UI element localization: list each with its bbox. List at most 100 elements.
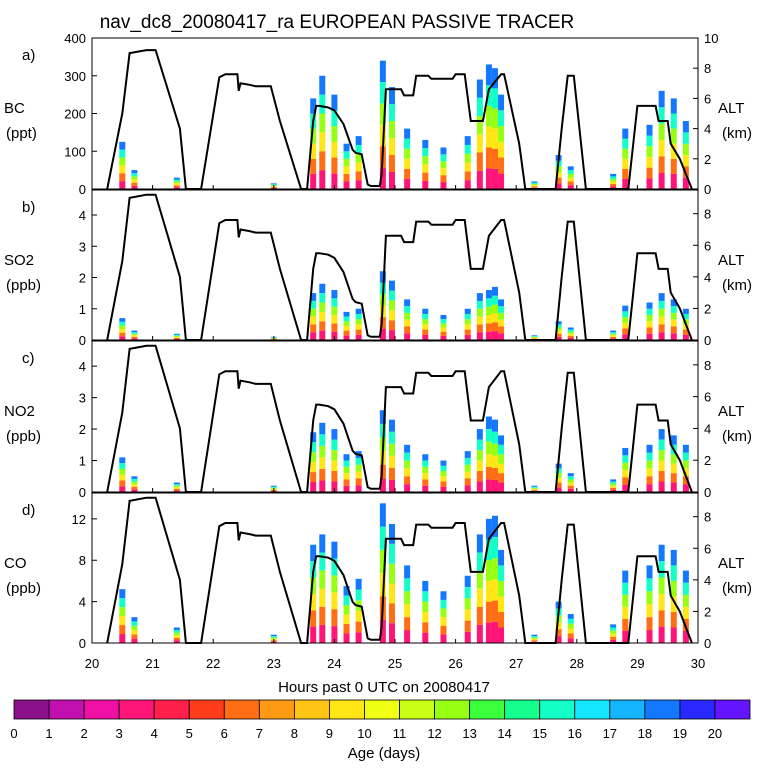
tracer-band [119, 486, 126, 492]
x-tick-label: 21 [145, 656, 159, 671]
alt-label: ALT [718, 100, 744, 117]
tracer-band [310, 316, 317, 325]
tracer-band [270, 636, 277, 638]
altitude-line [106, 344, 693, 493]
alt-tick-label: 8 [704, 358, 711, 373]
tracer-band [531, 181, 538, 183]
tracer-band [310, 324, 317, 333]
tracer-band [119, 625, 126, 635]
tracer-band [567, 337, 574, 340]
tracer-band [670, 611, 677, 628]
tracer-band [379, 271, 386, 283]
tracer-band [319, 534, 326, 553]
tracer-band [491, 128, 498, 149]
tracer-band [658, 172, 665, 189]
tracer-bar [388, 280, 395, 340]
tracer-band [622, 594, 629, 607]
tracer-bar [658, 293, 665, 340]
y-tick-label: 300 [64, 69, 86, 84]
tracer-bar [531, 181, 538, 189]
y-tick-label: 2 [79, 271, 86, 286]
tracer-band [682, 313, 689, 320]
tracer-band [670, 312, 677, 320]
tracer-band [646, 591, 653, 605]
tracer-band [646, 468, 653, 477]
colorbar-tick-label: 20 [708, 726, 722, 741]
tracer-band [610, 186, 617, 189]
tracer-band [646, 333, 653, 340]
alt-label: ALT [718, 555, 744, 572]
tracer-band [610, 481, 617, 484]
tracer-band [485, 147, 492, 169]
x-tick-label: 22 [206, 656, 220, 671]
colorbar-swatch [434, 699, 471, 720]
tracer-bar [119, 589, 126, 643]
tracer-bar [622, 305, 629, 340]
tracer-band [355, 457, 362, 465]
tracer-bar [491, 68, 498, 189]
tracer-band [555, 327, 562, 331]
tracer-band [670, 596, 677, 612]
alt-tick-label: 4 [704, 421, 711, 436]
tracer-band [310, 626, 317, 643]
tracer-band [498, 473, 505, 483]
tracer-band [670, 143, 677, 159]
tracer-band [422, 319, 429, 325]
tracer-band [173, 627, 180, 631]
tracer-bar [498, 299, 505, 340]
tracer-band [379, 167, 386, 189]
tracer-band [355, 324, 362, 330]
tracer-band [531, 183, 538, 186]
tracer-band [567, 173, 574, 178]
tracer-band [355, 144, 362, 154]
tracer-band [567, 327, 574, 330]
tracer-band [388, 479, 395, 492]
tracer-band [422, 591, 429, 602]
tracer-band [440, 481, 447, 487]
tracer-bar [355, 136, 362, 189]
x-tick-label: 20 [85, 656, 99, 671]
tracer-band [404, 168, 411, 179]
y-tick-label: 400 [64, 31, 86, 46]
tracer-band [355, 334, 362, 340]
tracer-band [567, 479, 574, 483]
tracer-band [670, 326, 677, 334]
tracer-band [555, 321, 562, 325]
tracer-band [498, 110, 505, 127]
tracer-band [610, 333, 617, 336]
tracer-band [498, 126, 505, 142]
tracer-band [404, 306, 411, 313]
tracer-band [567, 618, 574, 624]
alt-tick-label: 0 [704, 182, 711, 197]
species-unit: (ppt) [6, 125, 37, 142]
tracer-band [379, 478, 386, 492]
tracer-band [388, 310, 395, 321]
tracer-bar [310, 293, 317, 340]
colorbar-tick-label: 16 [568, 726, 582, 741]
tracer-band [331, 471, 338, 482]
tracer-bar [331, 290, 338, 340]
tracer-band [131, 630, 138, 635]
tracer-band [498, 319, 505, 327]
tracer-band [310, 462, 317, 473]
tracer-band [319, 330, 326, 340]
alt-tick-label: 2 [704, 152, 711, 167]
tracer-band [131, 176, 138, 180]
tracer-band [388, 443, 395, 456]
alt-tick-label: 4 [704, 122, 711, 137]
tracer-bar [343, 586, 350, 643]
tracer-band [682, 484, 689, 492]
tracer-band [319, 588, 326, 607]
tracer-band [476, 293, 483, 301]
tracer-band [498, 463, 505, 474]
tracer-band [555, 629, 562, 637]
tracer-band [310, 308, 317, 317]
tracer-band [319, 283, 326, 294]
tracer-band [440, 617, 447, 626]
tracer-band [491, 286, 498, 296]
tracer-band [131, 638, 138, 643]
tracer-band [440, 315, 447, 320]
alt-tick-label: 6 [704, 91, 711, 106]
tracer-band [622, 484, 629, 492]
colorbar-swatch [329, 699, 365, 720]
